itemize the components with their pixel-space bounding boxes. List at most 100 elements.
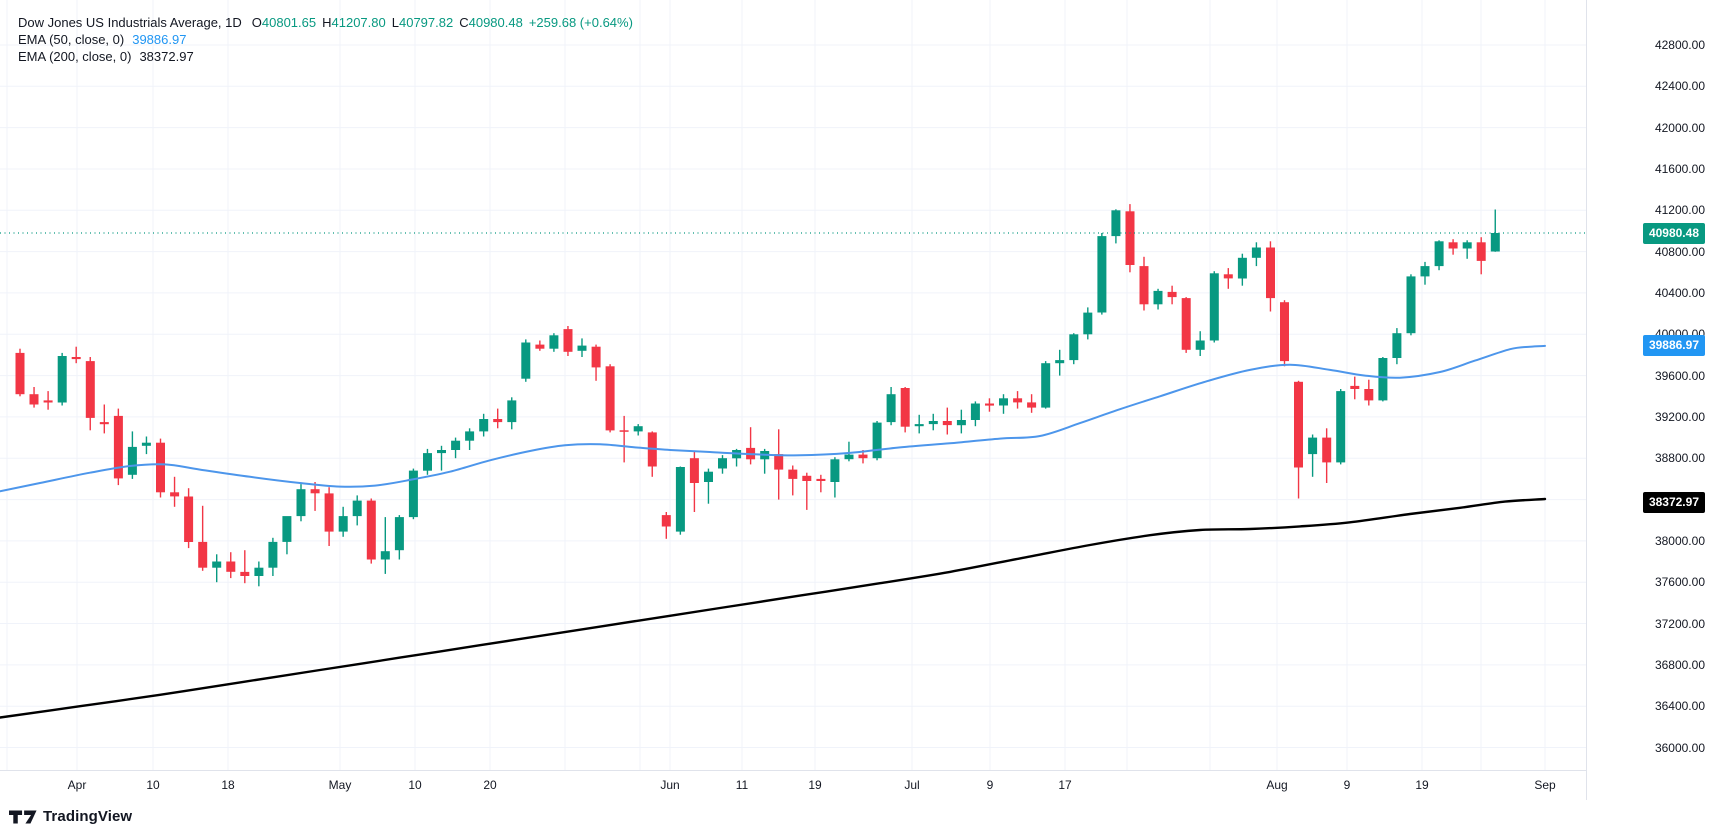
candle-down (1223, 268, 1233, 289)
candle-down (1350, 376, 1360, 400)
candle-body (254, 567, 264, 576)
candle-up (1083, 307, 1093, 340)
candle-up (394, 515, 404, 560)
change-value: +259.68 (+0.64%) (528, 15, 633, 30)
legend-symbol-row[interactable]: Dow Jones US Industrials Average, 1D O408… (18, 14, 633, 31)
candle-body (619, 430, 629, 432)
ema50-line (0, 344, 1546, 493)
candle-up (465, 428, 475, 450)
ohlc-open: O40801.65 (251, 15, 317, 30)
candle-down (788, 465, 798, 496)
candle-down (493, 408, 503, 429)
candle-body (928, 421, 938, 425)
candle-up (999, 394, 1008, 414)
candle-body (1223, 274, 1233, 279)
candle-body (1125, 211, 1135, 265)
candle-down (43, 391, 53, 410)
candle-up (451, 437, 461, 459)
candle-body (338, 516, 348, 532)
candle-body (99, 422, 109, 425)
price-tick-label: 40400.00 (1654, 285, 1705, 300)
price-tick-label: 36800.00 (1654, 657, 1705, 672)
candle-up (549, 333, 559, 352)
candle-down (324, 487, 334, 546)
candle-body (380, 551, 390, 560)
candle-body (437, 450, 446, 454)
candle-body (1448, 242, 1458, 249)
candle-down (563, 326, 573, 356)
tradingview-logo-text: TradingView (43, 808, 133, 825)
candle-down (535, 340, 545, 351)
time-axis[interactable]: Apr 10 18 May 10 20 Jun 11 19 Jul 9 17 Aug 9 19 Sep (0, 770, 1723, 802)
candle-body (1364, 389, 1374, 401)
candle-body (689, 458, 699, 483)
candle-body (633, 426, 643, 432)
legend-ema50-row[interactable]: EMA (50, close, 0) 39886.97 (18, 31, 633, 48)
legend: Dow Jones US Industrials Average, 1D O408… (18, 14, 633, 65)
candle-body (844, 454, 854, 460)
candle-down (113, 408, 123, 486)
candle-down (1013, 391, 1023, 409)
candle-up (127, 431, 137, 479)
candle-body (1490, 233, 1500, 252)
candle-up (141, 436, 151, 455)
candle-down (1125, 204, 1135, 273)
candle-body (352, 500, 362, 517)
price-tick-label: 42800.00 (1654, 38, 1705, 52)
candle-body (942, 421, 952, 426)
candle-up (886, 387, 896, 426)
tradingview-logo[interactable]: TradingView (9, 808, 132, 825)
candle-up (282, 516, 292, 555)
time-tick-label: 19 (1415, 778, 1429, 792)
candle-body (1041, 363, 1051, 408)
candle-up (928, 413, 938, 431)
candle-up (970, 401, 980, 427)
time-tick-label: 10 (146, 778, 160, 792)
candle-down (170, 476, 180, 507)
candle-body (1181, 298, 1191, 350)
legend-ema200-row[interactable]: EMA (200, close, 0) 38372.97 (18, 48, 633, 65)
candle-up (1490, 209, 1500, 252)
candle-up (760, 448, 770, 474)
candle-body (914, 424, 924, 427)
candle-up (718, 455, 727, 474)
candle-down (1027, 394, 1037, 413)
candle-body (1378, 358, 1388, 401)
candle-up (1209, 271, 1219, 343)
candle-up (1406, 274, 1416, 336)
candle-body (423, 453, 432, 471)
candle-up (423, 448, 432, 475)
candle-down (900, 387, 910, 433)
time-tick-label: 9 (986, 778, 994, 792)
candle-body (1237, 257, 1247, 279)
candle-body (1392, 333, 1402, 358)
price-tick-label: 36000.00 (1654, 740, 1705, 755)
price-tick-label: 37600.00 (1654, 575, 1705, 590)
price-tick-label: 38000.00 (1654, 533, 1705, 548)
price-tick-label: 37200.00 (1654, 616, 1705, 631)
candle-down (605, 364, 615, 433)
candle-body (1350, 385, 1360, 389)
candle-down (99, 404, 109, 434)
candle-body (184, 496, 194, 542)
price-tick-label: 40800.00 (1654, 244, 1705, 259)
candle-body (549, 335, 559, 349)
candle-down (591, 344, 601, 381)
candle-up (268, 537, 278, 576)
candle-body (451, 440, 461, 450)
price-axis[interactable]: 42800.00 42400.00 42000.00 41600.00 41200.00… (1586, 0, 1723, 800)
candle-up (1251, 242, 1261, 267)
candle-body (296, 489, 306, 517)
candle-up (1055, 349, 1065, 376)
candle-up (577, 338, 587, 357)
candle-up (1041, 361, 1051, 409)
candle-body (1027, 402, 1037, 408)
candle-up (675, 466, 685, 535)
candle-body (535, 344, 545, 349)
candle-up (479, 413, 489, 437)
candle-down (942, 407, 952, 435)
candle-body (1083, 312, 1093, 335)
candle-body (1209, 273, 1219, 341)
candle-down (746, 427, 756, 465)
